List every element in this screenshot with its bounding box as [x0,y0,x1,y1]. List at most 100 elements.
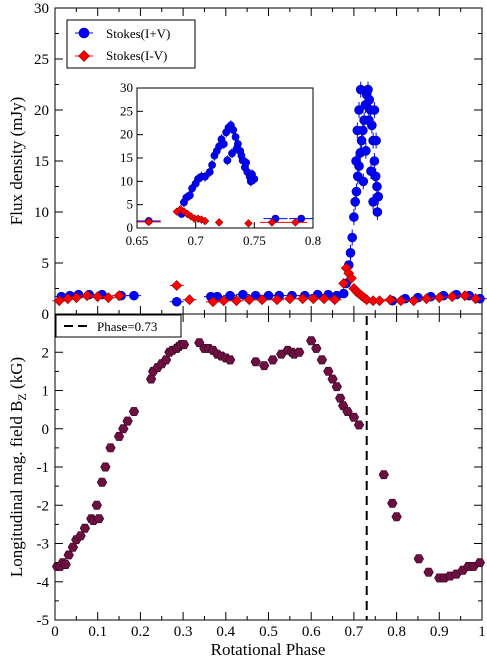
stokes-i-minus-v-point-dot [271,294,283,306]
inset-stokes-i-plus-v-point [205,167,214,177]
stokes-i-minus-v-point [80,290,95,302]
stokes-i-plus-v-point-dot [369,105,380,115]
inset-stokes-i-plus-v-point [223,155,232,166]
top-ytick-label: 10 [34,205,49,221]
legend-marker-stokes-i-minus-v [75,50,93,62]
bz-point-dot [311,343,322,353]
bz-point-dot [122,416,133,426]
inset-stokes-i-plus-v-point [208,160,216,170]
bottom-xtick-label: 0.6 [302,624,321,640]
bz-point-dot [316,355,328,365]
inset-stokes-i-plus-v-point [242,157,251,168]
stokes-i-minus-v-point [419,293,434,305]
stokes-i-plus-v-point-dot [356,135,367,146]
bz-point-dot [474,558,486,568]
bz-point-dot [224,355,236,365]
stokes-i-minus-v-point-dot [433,292,445,304]
stokes-i-plus-v-point [355,81,366,98]
stokes-i-plus-v-point-dot [355,84,366,95]
stokes-i-minus-v-point [327,294,342,306]
stokes-i-plus-v-point [369,102,380,118]
inset-stokes-i-plus-v-point-dot [219,140,228,148]
stokes-i-minus-v-point-dot [207,296,219,308]
bz-point [224,355,236,365]
stokes-i-minus-v-point [101,292,116,304]
stokes-i-minus-v-point-dot [243,294,255,306]
bz-point [105,443,116,453]
inset-stokes-i-plus-v-point [246,176,255,187]
inset-stokes-i-minus-v-point-dot [267,218,277,227]
bz-point [60,560,71,570]
inset-ytick-label: 10 [120,173,133,188]
inset-plot: 0 5 10 15 20 25 30 0.65 0.7 0.75 0.8 [120,80,321,248]
bottom-y-axis-label-unit: (kG) [7,357,26,393]
stokes-i-plus-v-point [361,142,371,159]
stokes-i-minus-v-point-dot [446,291,458,303]
bz-point [413,554,424,564]
stokes-i-plus-v-point [371,132,381,149]
stokes-i-plus-v-point [345,244,356,261]
bottom-xtick-label: 0 [51,624,59,640]
stokes-i-minus-v-point-dot [307,293,319,305]
bz-point-dot [100,462,111,472]
stokes-i-plus-v-point [347,229,357,246]
inset-stokes-i-plus-v-point-dot [223,156,232,165]
stokes-i-minus-v-point [182,294,197,306]
stokes-i-plus-v-point [126,290,141,301]
inset-ytick-label: 25 [120,103,133,118]
stokes-i-minus-v-point [255,294,270,306]
stokes-i-plus-v-point-dot [171,296,182,307]
bz-point [348,412,360,422]
top-ytick-label: 25 [34,52,49,68]
inset-stokes-i-plus-v-point-dot [246,177,255,186]
bz-point [311,343,322,353]
stokes-i-plus-v-point [350,193,360,210]
bz-point [113,431,125,441]
inset-stokes-i-minus-v-point-dot [214,218,224,227]
stokes-i-minus-v-point [383,294,398,306]
bottom-ytick-label: -5 [37,613,50,629]
bz-point-dot [348,412,360,422]
bottom-ytick-label: 0 [42,422,50,438]
stokes-i-minus-v-point [345,272,357,284]
stokes-i-plus-v-point-dot [372,181,382,192]
stokes-i-minus-v-point [169,280,184,291]
bz-point-dot [91,500,102,510]
inset-stokes-i-plus-v-point [185,190,194,201]
stokes-i-minus-v-point [242,294,257,306]
bottom-xtick-label: 1 [478,624,486,640]
vline-legend-box [55,314,182,338]
stokes-i-plus-v-point-dot [366,166,376,176]
bottom-series-layer [51,336,486,583]
bz-point [75,531,86,541]
inset-series-layer [136,120,314,228]
bz-point-dot [145,374,157,384]
inset-stokes-i-minus-v-point [259,218,284,227]
stokes-i-minus-v-point-dot [171,280,183,291]
stokes-i-plus-v-point-dot [358,176,369,187]
bz-point [160,355,172,365]
inset-stokes-i-plus-v-point [219,139,228,149]
bottom-y-ticks: -5 -4 -3 -2 -1 0 1 2 [37,332,482,629]
stokes-i-plus-v-point-dot [347,232,357,243]
inset-stokes-i-plus-v-point-dot [237,151,246,160]
inset-ytick-label: 20 [120,127,133,142]
bz-point-dot [294,347,305,357]
top-series-layer [52,81,487,308]
legend-label-stokes-i-plus-v: Stokes(I+V) [106,26,170,41]
inset-stokes-i-minus-v-point [244,219,253,228]
stokes-i-plus-v-point [364,91,375,108]
bz-point-dot [306,336,317,346]
inset-xtick-label: 0.65 [126,233,149,248]
stokes-i-minus-v-point [372,295,387,307]
bz-point-dot [160,355,172,365]
stokes-i-plus-v-point-dot [350,197,360,207]
bottom-ytick-label: 1 [42,384,50,400]
stokes-i-plus-v-point [235,289,250,300]
stokes-i-plus-v-point-dot [349,212,359,222]
stokes-i-plus-v-point-dot [351,186,362,197]
stokes-i-plus-v-point [364,112,374,129]
stokes-i-minus-v-point-dot [62,293,74,305]
legend-marker-diamond [75,50,93,62]
bz-point-dot [79,523,91,533]
